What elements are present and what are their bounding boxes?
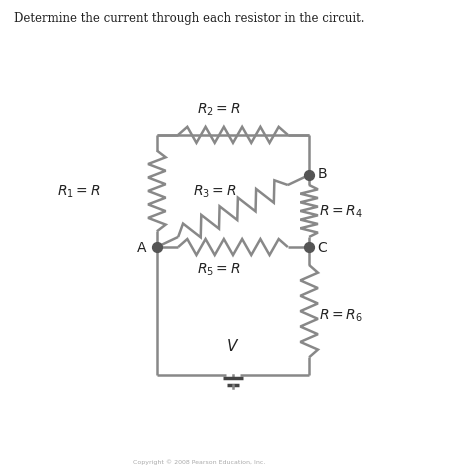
Text: $R = R_6$: $R = R_6$: [319, 307, 363, 324]
Text: $R_2= R$: $R_2= R$: [197, 101, 241, 118]
Text: Determine the current through each resistor in the circuit.: Determine the current through each resis…: [14, 12, 365, 25]
Text: B: B: [317, 167, 327, 180]
Text: C: C: [317, 240, 327, 255]
Text: $V$: $V$: [227, 337, 240, 354]
Text: A: A: [137, 240, 147, 255]
Point: [305, 172, 313, 179]
Text: $R_5= R$: $R_5= R$: [197, 261, 241, 278]
Text: $R_3= R$: $R_3= R$: [193, 183, 237, 200]
Text: $R_1= R$: $R_1= R$: [57, 183, 101, 200]
Text: Copyright © 2008 Pearson Education, Inc.: Copyright © 2008 Pearson Education, Inc.: [133, 458, 265, 464]
Point: [305, 244, 313, 251]
Point: [153, 244, 161, 251]
Text: $R = R_4$: $R = R_4$: [319, 203, 363, 220]
